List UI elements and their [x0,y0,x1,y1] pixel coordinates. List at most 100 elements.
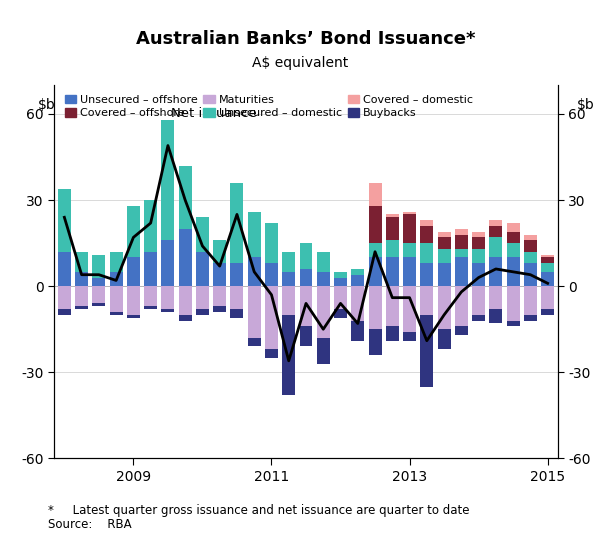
Bar [352,321,364,341]
Bar [75,286,88,306]
Text: Source:    RBA: Source: RBA [48,518,131,531]
Bar [524,286,537,315]
Bar [386,240,399,257]
Bar [455,229,468,235]
Bar [161,240,175,286]
Title: Australian Banks’ Bond Issuance*: Australian Banks’ Bond Issuance* [136,30,476,47]
Bar [161,309,175,312]
Bar [110,286,122,312]
Bar [282,286,295,315]
Bar [403,286,416,332]
Bar [144,200,157,252]
Bar [230,263,244,286]
Bar [490,286,502,309]
Bar [127,315,140,318]
Bar [265,286,278,349]
Bar [58,252,71,286]
Bar [437,286,451,329]
Bar [506,286,520,321]
Bar [179,166,191,229]
Bar [179,286,191,315]
Bar [490,226,502,237]
Bar [299,269,313,286]
Bar [472,286,485,315]
Bar [299,243,313,269]
Bar [58,189,71,252]
Bar [334,272,347,278]
Bar [472,249,485,263]
Bar [403,332,416,341]
Bar [437,249,451,263]
Bar [403,214,416,243]
Bar [437,232,451,237]
Bar [386,257,399,286]
Bar [110,312,122,315]
Bar [472,315,485,321]
Bar [144,252,157,286]
Bar [506,232,520,243]
Bar [490,257,502,286]
Bar [179,315,191,321]
Bar [282,272,295,286]
Bar [317,252,330,272]
Bar [541,286,554,309]
Bar [265,223,278,263]
Bar [127,286,140,315]
Bar [248,257,260,286]
Bar [472,263,485,286]
Bar [455,257,468,286]
Bar [75,252,88,272]
Bar [144,286,157,306]
Bar [265,263,278,286]
Bar [386,217,399,240]
Bar [368,257,382,286]
Bar [110,252,122,272]
Bar [368,183,382,206]
Bar [299,326,313,346]
Bar [524,235,537,240]
Bar [110,272,122,286]
Bar [58,309,71,315]
Bar [248,212,260,257]
Bar [317,338,330,364]
Bar [282,252,295,272]
Bar [541,255,554,257]
Text: Net issuance: Net issuance [172,107,257,120]
Bar [437,329,451,349]
Bar [386,326,399,341]
Bar [92,303,106,306]
Bar [144,306,157,309]
Bar [421,315,433,386]
Bar [386,214,399,217]
Bar [196,309,209,315]
Bar [352,274,364,286]
Bar [524,240,537,252]
Legend: Unsecured – offshore, Covered – offshore, Maturities, Unsecured – domestic, Cove: Unsecured – offshore, Covered – offshore… [65,94,473,118]
Bar [196,286,209,309]
Bar [368,286,382,329]
Bar [421,243,433,263]
Text: *     Latest quarter gross issuance and net issuance are quarter to date: * Latest quarter gross issuance and net … [48,504,470,516]
Bar [230,183,244,263]
Bar [472,237,485,249]
Bar [352,269,364,274]
Bar [58,286,71,309]
Bar [368,243,382,257]
Bar [506,243,520,257]
Bar [386,286,399,326]
Bar [541,309,554,315]
Bar [92,255,106,278]
Bar [437,237,451,249]
Bar [334,278,347,286]
Bar [403,212,416,214]
Text: $b: $b [577,99,595,112]
Bar [161,120,175,240]
Bar [127,206,140,257]
Bar [524,263,537,286]
Bar [282,315,295,395]
Bar [334,286,347,309]
Bar [213,306,226,312]
Bar [317,286,330,338]
Bar [334,309,347,318]
Bar [127,257,140,286]
